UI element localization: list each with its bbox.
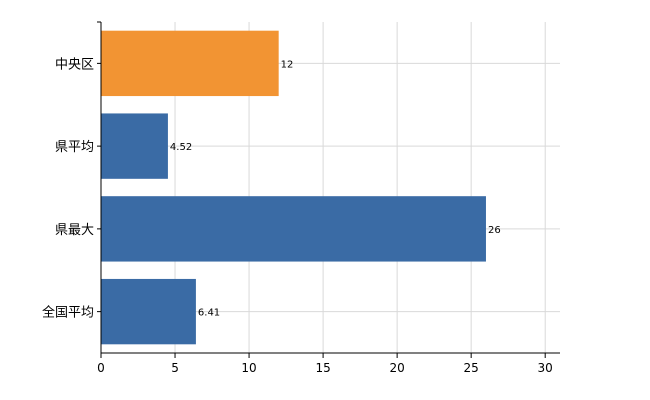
bar-1 bbox=[101, 30, 279, 97]
data-label: 26 bbox=[488, 225, 501, 236]
data-label: 6.41 bbox=[198, 308, 220, 319]
x-tick-label: 30 bbox=[538, 361, 553, 375]
x-tick-label: 20 bbox=[389, 361, 404, 375]
category-label: 全国平均 bbox=[42, 305, 94, 321]
bar-4 bbox=[101, 278, 196, 345]
x-tick-label: 25 bbox=[464, 361, 479, 375]
data-label: 4.52 bbox=[170, 142, 192, 153]
data-label: 12 bbox=[281, 59, 294, 70]
category-label: 中央区 bbox=[55, 57, 94, 72]
x-tick-label: 0 bbox=[97, 361, 105, 375]
bar-3 bbox=[101, 196, 486, 262]
x-tick-label: 5 bbox=[171, 361, 179, 375]
bar-2 bbox=[101, 113, 168, 179]
bars bbox=[101, 30, 486, 345]
x-tick-label: 15 bbox=[315, 361, 330, 375]
category-label: 県最大 bbox=[55, 223, 94, 238]
category-label: 県平均 bbox=[55, 140, 94, 155]
x-tick-label: 10 bbox=[241, 361, 256, 375]
axes bbox=[97, 21, 560, 358]
